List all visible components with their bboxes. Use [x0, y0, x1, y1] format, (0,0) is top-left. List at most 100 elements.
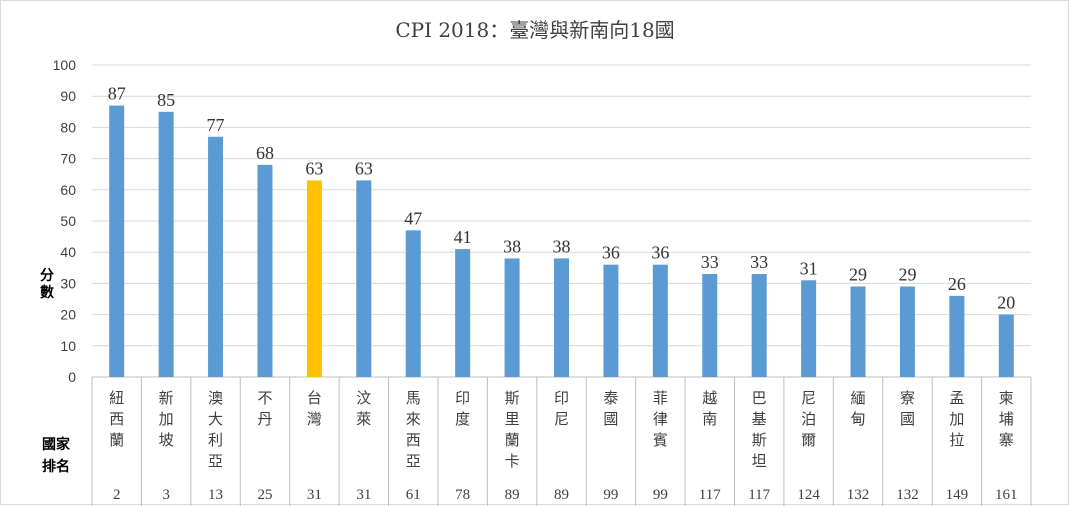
bar-3 [208, 136, 224, 377]
data-label: 85 [157, 90, 175, 110]
rank-label: 132 [896, 487, 919, 503]
data-label: 63 [305, 158, 323, 178]
category-label-char: 里 [505, 410, 520, 428]
data-label: 29 [898, 265, 916, 285]
y-tick-label: 20 [60, 307, 76, 323]
y-tick-label: 70 [60, 151, 76, 167]
rank-label: 117 [748, 487, 770, 503]
data-label: 29 [849, 265, 867, 285]
rank-label: 2 [113, 487, 121, 503]
y-tick-label: 10 [60, 338, 76, 354]
data-label: 33 [750, 252, 768, 272]
category-label-char: 紐 [109, 389, 124, 407]
rank-label: 117 [699, 487, 721, 503]
category-label-char: 灣 [307, 410, 322, 428]
category-label-char: 印 [455, 389, 470, 407]
data-label: 41 [454, 227, 472, 247]
bar-17 [899, 286, 915, 377]
category-label-char: 菲 [653, 389, 668, 407]
rank-header-line2: 排名 [42, 458, 70, 475]
data-label: 33 [701, 252, 719, 272]
rank-label: 124 [797, 487, 820, 503]
rank-label: 89 [505, 487, 520, 503]
category-label-char: 寮 [900, 389, 915, 407]
category-label-char: 亞 [406, 452, 421, 470]
rank-label: 99 [653, 487, 668, 503]
data-label: 68 [256, 143, 274, 163]
bar-2 [158, 111, 174, 378]
category-label-char: 亞 [208, 452, 223, 470]
chart-title: CPI 2018：臺灣與新南向18國 [395, 18, 674, 42]
rank-label: 149 [946, 487, 969, 503]
bar-10 [554, 258, 569, 377]
bar-16 [850, 286, 866, 377]
category-label-char: 不 [257, 389, 272, 407]
category-label-char: 卡 [505, 452, 520, 470]
data-labels: 87 85 77 68 63 63 47 41 38 38 36 36 33 33 31 29 29 26 20 [108, 84, 1016, 313]
category-label-char: 西 [406, 431, 421, 449]
category-label-char: 蘭 [109, 431, 124, 449]
rank-label: 31 [356, 487, 371, 503]
category-label-char: 斯 [505, 389, 520, 407]
category-label-char: 拉 [949, 431, 964, 449]
category-label-char: 斯 [752, 431, 767, 449]
bars [109, 105, 1014, 378]
category-label-char: 巴 [752, 389, 767, 407]
data-label: 36 [602, 243, 620, 263]
data-label: 63 [355, 158, 373, 178]
rank-label: 3 [162, 487, 170, 503]
y-axis-ticks: 0 10 20 30 40 50 60 70 80 90 100 [53, 57, 77, 385]
category-label-char: 南 [702, 410, 717, 428]
bar-15 [801, 280, 817, 377]
y-tick-label: 30 [60, 275, 76, 291]
category-label-char: 埔 [999, 410, 1014, 428]
category-label-char: 賓 [653, 431, 668, 449]
bar-11 [603, 264, 619, 377]
category-label-char: 爾 [801, 431, 816, 449]
rank-label: 161 [995, 487, 1018, 503]
data-label: 87 [108, 84, 126, 104]
bar-9 [504, 258, 520, 377]
bar-8 [455, 249, 471, 377]
category-label-char: 泊 [801, 410, 816, 428]
category-label-char: 國 [603, 410, 618, 428]
rank-label: 132 [847, 487, 870, 503]
category-table: 紐西蘭2新加坡3澳大利亞13不丹25台灣31汶萊31馬來西亞61印度78斯里蘭卡… [91, 377, 1032, 506]
data-label: 38 [553, 236, 571, 256]
category-label-char: 國 [900, 410, 915, 428]
rank-label: 25 [257, 487, 272, 503]
y-tick-label: 80 [60, 119, 76, 135]
bar-6 [356, 180, 372, 377]
category-label-char: 西 [109, 410, 124, 428]
category-label-char: 泰 [603, 389, 618, 407]
category-label-char: 大 [208, 410, 223, 428]
category-label-char: 甸 [851, 410, 866, 428]
bar-5 [306, 180, 322, 377]
bar-1 [109, 105, 125, 377]
category-label-char: 緬 [851, 389, 866, 407]
category-label-char: 度 [455, 410, 470, 428]
category-label-char: 加 [949, 410, 964, 428]
bar-13 [702, 274, 718, 377]
category-label-char: 柬 [999, 389, 1014, 407]
category-label-char: 律 [653, 410, 668, 428]
y-tick-label: 0 [68, 369, 76, 385]
rank-label: 31 [307, 487, 322, 503]
category-label-char: 坡 [159, 431, 174, 449]
rank-label: 99 [603, 487, 618, 503]
category-label-char: 寨 [999, 431, 1014, 449]
rank-label: 61 [406, 487, 421, 503]
category-label-char: 台 [307, 389, 322, 407]
rank-label: 78 [455, 487, 470, 503]
bar-7 [405, 230, 421, 377]
category-label-char: 蘭 [505, 431, 520, 449]
data-label: 20 [997, 293, 1015, 313]
y-tick-label: 50 [60, 213, 76, 229]
bar-18 [949, 295, 965, 377]
rank-header-line1: 國家 [42, 436, 71, 453]
category-label-char: 新 [159, 389, 174, 407]
category-label-char: 利 [208, 431, 223, 449]
bar-14 [751, 274, 767, 377]
y-tick-label: 90 [60, 88, 76, 104]
